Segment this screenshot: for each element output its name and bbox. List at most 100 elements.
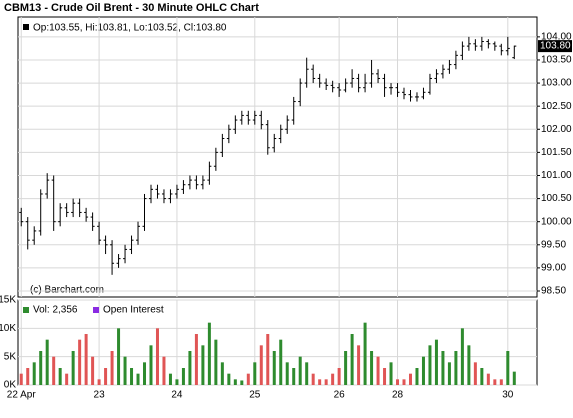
volume-bar xyxy=(168,373,172,385)
volume-bar xyxy=(201,345,205,385)
volume-bar xyxy=(311,373,315,385)
y-tick-label: 101.00 xyxy=(541,170,572,181)
volume-bar xyxy=(149,345,153,385)
volume-bar xyxy=(344,351,348,385)
volume-bar xyxy=(104,368,108,385)
volume-bar xyxy=(402,379,406,385)
volume-tick-label: 5K xyxy=(4,351,17,362)
volume-bar xyxy=(285,362,289,385)
volume-bar xyxy=(396,379,400,385)
volume-bar xyxy=(460,328,464,385)
volume-bar xyxy=(434,339,438,385)
y-tick-label: 98.50 xyxy=(541,286,566,297)
volume-bar xyxy=(78,339,82,385)
volume-bar xyxy=(512,371,516,385)
volume-bar xyxy=(272,351,276,385)
volume-bar xyxy=(194,334,198,385)
y-tick-label: 101.50 xyxy=(541,147,572,158)
volume-bar xyxy=(117,328,121,385)
volume-tick-label: 15K xyxy=(0,295,16,306)
volume-bar xyxy=(26,368,30,385)
x-tick-label: 24 xyxy=(171,390,183,401)
volume-bar xyxy=(363,322,367,385)
volume-bar xyxy=(357,345,361,385)
volume-bar xyxy=(383,368,387,385)
volume-bar xyxy=(305,362,309,385)
volume-bar xyxy=(130,368,134,385)
volume-bar xyxy=(214,339,218,385)
volume-bar xyxy=(207,322,211,385)
volume-bar xyxy=(58,368,62,385)
volume-bar xyxy=(350,334,354,385)
volume-bar xyxy=(65,373,69,385)
volume-bar xyxy=(370,351,374,385)
volume-bar xyxy=(123,356,127,385)
x-tick-label: 22 Apr xyxy=(7,390,37,401)
legend-swatch xyxy=(23,307,29,313)
legend-swatch xyxy=(93,307,99,313)
x-tick-label: 28 xyxy=(392,390,404,401)
volume-bar xyxy=(506,351,510,385)
volume-bar xyxy=(155,328,159,385)
volume-bar xyxy=(97,379,101,385)
volume-bar xyxy=(337,368,341,385)
volume-bar xyxy=(499,379,503,385)
legend-text: Open Interest xyxy=(103,305,164,316)
volume-bar xyxy=(428,345,432,385)
volume-bar xyxy=(415,368,419,385)
volume-bar xyxy=(188,351,192,385)
volume-bar xyxy=(298,356,302,385)
y-tick-label: 100.00 xyxy=(541,216,572,227)
y-tick-label: 102.00 xyxy=(541,124,572,135)
volume-bar xyxy=(91,356,95,385)
y-tick-label: 102.50 xyxy=(541,101,572,112)
chart-title: CBM13 - Crude Oil Brent - 30 Minute OHLC… xyxy=(4,2,259,14)
volume-bar xyxy=(220,362,224,385)
volume-bar xyxy=(110,351,114,385)
volume-bar xyxy=(493,379,497,385)
y-tick-label: 99.00 xyxy=(541,263,566,274)
volume-bar xyxy=(227,373,231,385)
volume-bar xyxy=(143,362,147,385)
legend-text: Vol: 2,356 xyxy=(33,305,78,316)
copyright: (c) Barchart.com xyxy=(30,285,104,296)
volume-bar xyxy=(162,356,166,385)
volume-bar xyxy=(266,334,270,385)
volume-bar xyxy=(408,373,412,385)
x-tick-label: 25 xyxy=(249,390,261,401)
y-tick-label: 103.00 xyxy=(541,78,572,89)
volume-bar xyxy=(253,362,257,385)
volume-bar xyxy=(318,379,322,385)
volume-bar xyxy=(389,362,393,385)
x-tick-label: 26 xyxy=(334,390,346,401)
volume-bar xyxy=(45,339,49,385)
y-tick-label: 103.50 xyxy=(541,55,572,66)
volume-bar xyxy=(421,356,425,385)
volume-bar xyxy=(480,368,484,385)
volume-bar xyxy=(181,368,185,385)
volume-bar xyxy=(136,373,140,385)
x-tick-label: 30 xyxy=(502,390,514,401)
volume-bar xyxy=(486,373,490,385)
volume-bar xyxy=(175,379,179,385)
volume-bar xyxy=(19,373,23,385)
volume-bar xyxy=(279,339,283,385)
volume-bar xyxy=(324,379,328,385)
y-tick-label: 100.50 xyxy=(541,193,572,204)
legend-swatch xyxy=(23,24,29,30)
volume-bar xyxy=(454,351,458,385)
volume-bar xyxy=(331,373,335,385)
volume-bar xyxy=(71,351,75,385)
volume-bar xyxy=(52,356,56,385)
y-tick-label: 99.50 xyxy=(541,239,566,250)
legend-text: Op:103.55, Hi:103.81, Lo:103.52, Cl:103.… xyxy=(33,23,227,34)
last-price-label: 103.80 xyxy=(540,41,571,52)
volume-bar xyxy=(259,345,263,385)
volume-bar xyxy=(473,362,477,385)
volume-bar xyxy=(447,362,451,385)
x-tick-label: 23 xyxy=(94,390,106,401)
volume-bar xyxy=(292,368,296,385)
volume-bar xyxy=(240,380,244,385)
price-frame xyxy=(17,16,538,298)
